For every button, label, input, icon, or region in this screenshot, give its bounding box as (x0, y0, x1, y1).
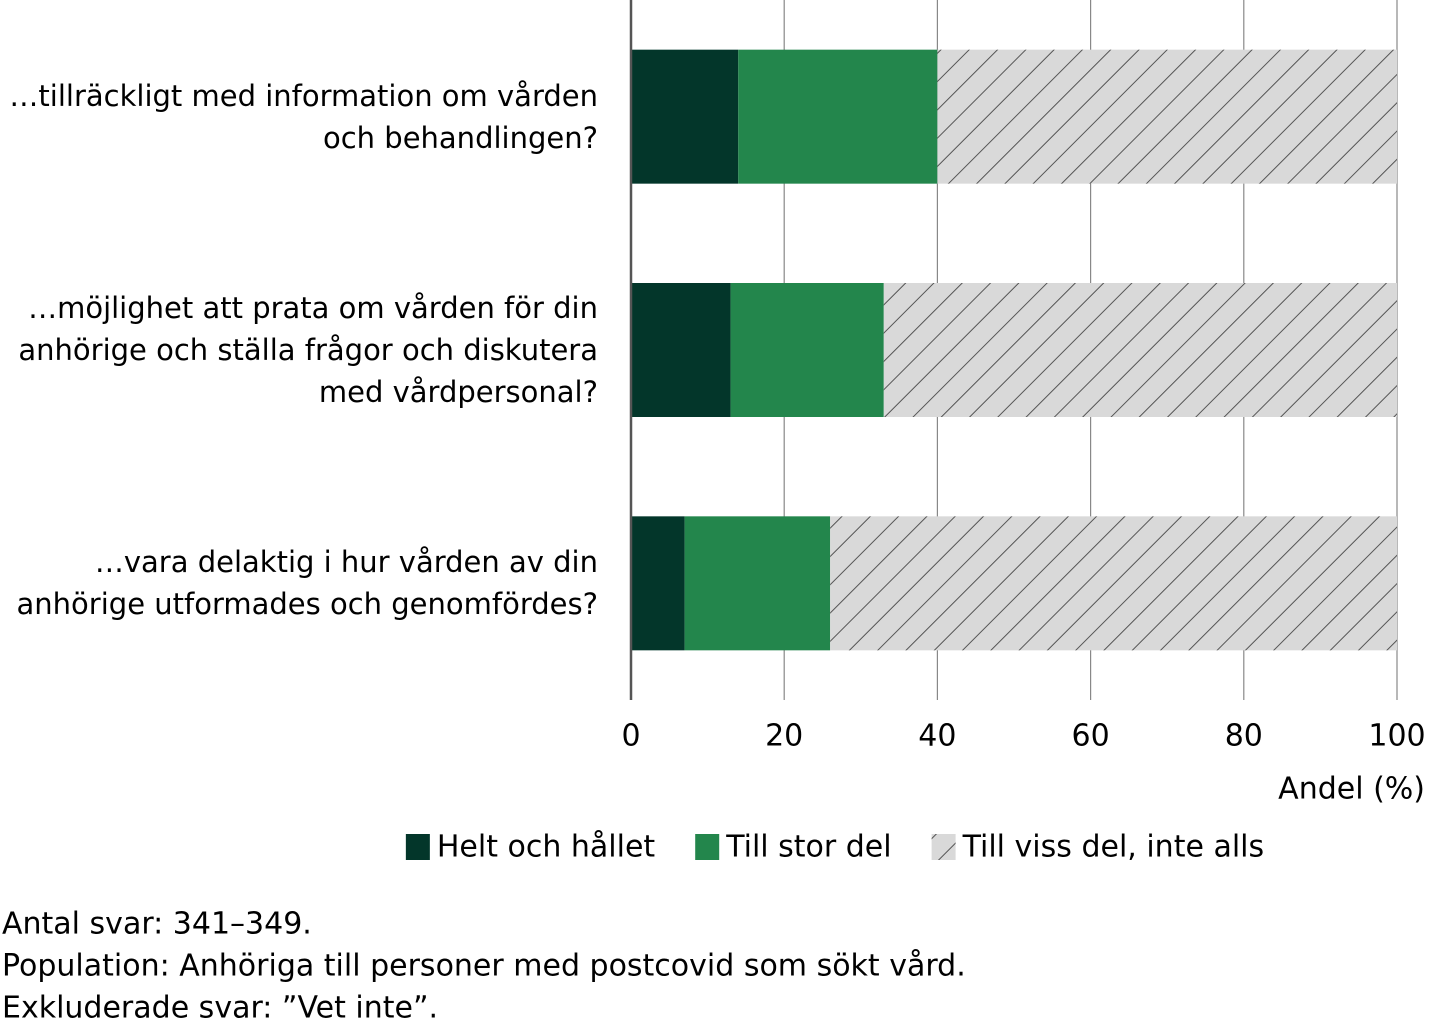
bar-segment (631, 283, 731, 417)
bar-segment (631, 516, 685, 651)
x-tick-label: 60 (1072, 719, 1110, 754)
bar-segment (937, 49, 1397, 184)
bar-segment (730, 283, 884, 417)
x-tick-label: 100 (1368, 719, 1425, 754)
bar-segment (883, 283, 1397, 417)
footnote: Population: Anhöriga till personer med p… (2, 949, 966, 984)
legend-label: Helt och hållet (437, 830, 656, 865)
bar-segment (738, 49, 938, 184)
x-axis-label: Andel (%) (1278, 772, 1425, 807)
bar-segment (830, 516, 1397, 651)
x-tick-label: 0 (621, 719, 640, 754)
legend-swatch (931, 834, 956, 860)
legend-swatch (405, 834, 430, 860)
bar-segment (684, 516, 831, 651)
legend-label: Till stor del (725, 830, 891, 865)
footnote: Exkluderade svar: ”Vet inte”. (2, 991, 438, 1026)
x-tick-label: 20 (765, 719, 803, 754)
legend-swatch (695, 834, 720, 860)
x-tick-label: 40 (918, 719, 956, 754)
x-tick-label: 80 (1225, 719, 1263, 754)
footnote: Antal svar: 341–349. (2, 907, 312, 942)
category-label: …vara delaktig i hur vården av din anhör… (16, 545, 598, 622)
bar-segment (631, 49, 739, 184)
category-label: …möjlighet att prata om vården för din a… (18, 291, 598, 409)
legend-label: Till viss del, inte alls (962, 830, 1265, 865)
category-label: …tillräckligt med information om vården … (9, 78, 598, 155)
